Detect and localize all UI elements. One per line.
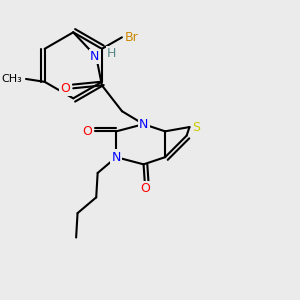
Text: S: S: [192, 121, 200, 134]
Text: CH₃: CH₃: [1, 74, 22, 84]
Text: O: O: [61, 82, 70, 95]
Text: H: H: [107, 47, 116, 60]
Text: O: O: [82, 125, 92, 138]
Text: N: N: [90, 50, 100, 63]
Text: N: N: [112, 151, 121, 164]
Text: N: N: [139, 118, 148, 131]
Text: O: O: [140, 182, 150, 195]
Text: Br: Br: [125, 31, 139, 44]
